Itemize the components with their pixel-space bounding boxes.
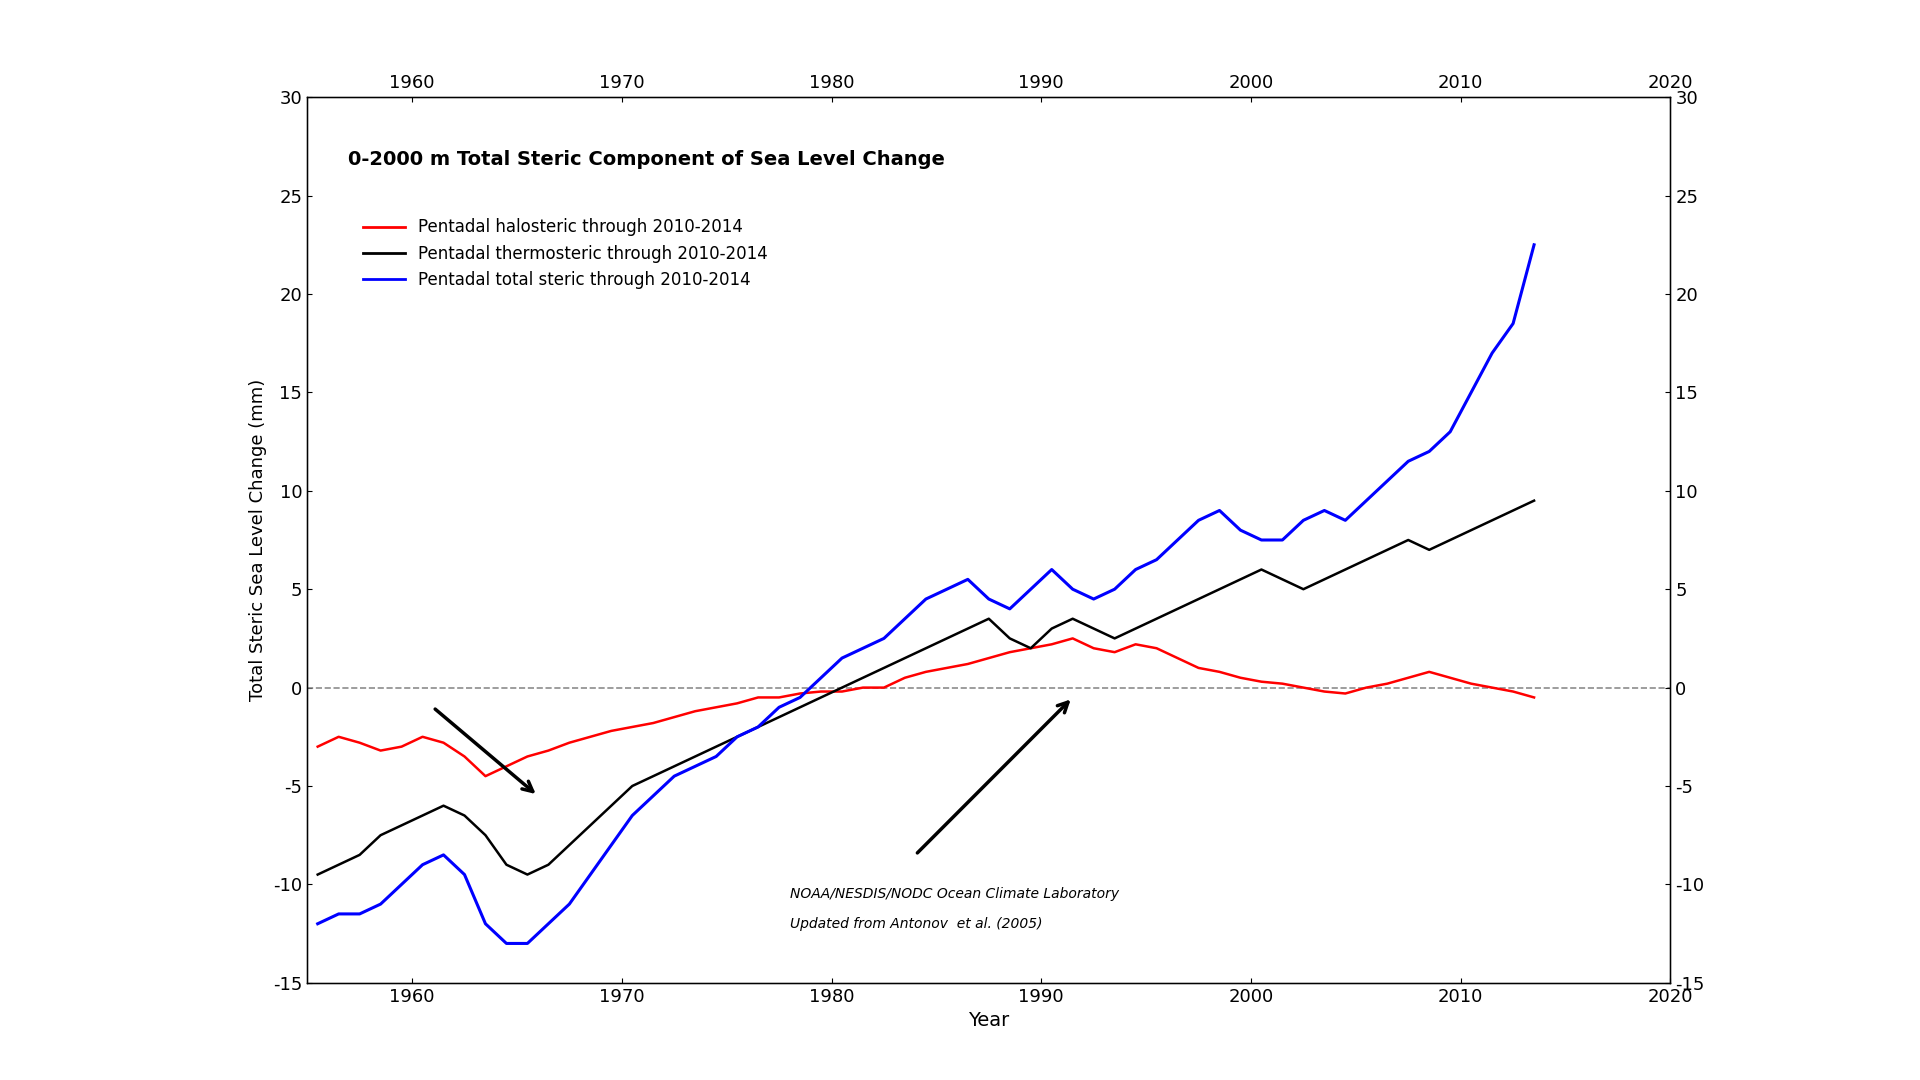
Text: NOAA/NESDIS/NODC Ocean Climate Laboratory: NOAA/NESDIS/NODC Ocean Climate Laborator… [789,888,1119,901]
Text: Updated from Antonov  et al. (2005): Updated from Antonov et al. (2005) [789,917,1043,931]
Y-axis label: Total Steric Sea Level Change (mm): Total Steric Sea Level Change (mm) [250,379,267,701]
X-axis label: Year: Year [968,1011,1010,1030]
Text: 0-2000 m Total Steric Component of Sea Level Change: 0-2000 m Total Steric Component of Sea L… [348,150,945,170]
Legend: Pentadal halosteric through 2010-2014, Pentadal thermosteric through 2010-2014, : Pentadal halosteric through 2010-2014, P… [357,212,774,296]
